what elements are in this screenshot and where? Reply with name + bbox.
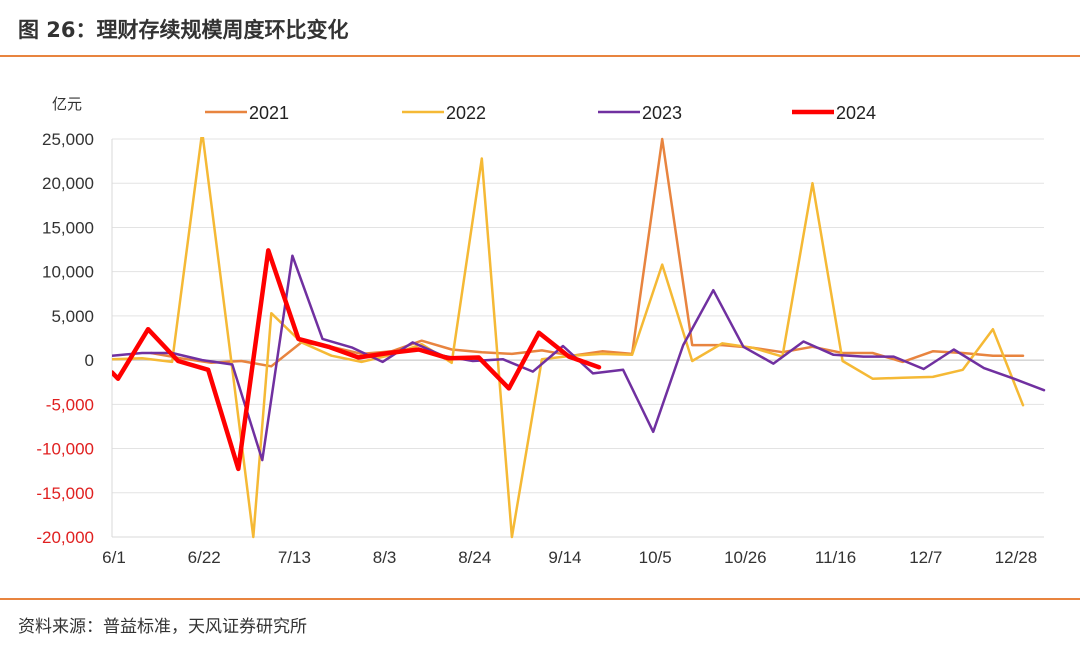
source-note: 资料来源：普益标准，天风证券研究所 — [18, 617, 307, 637]
x-tick-label: 8/24 — [458, 548, 491, 567]
title-divider — [0, 55, 1080, 57]
y-tick-label: -15,000 — [36, 484, 94, 503]
y-tick-label: -10,000 — [36, 440, 94, 459]
y-tick-label: 15,000 — [42, 218, 94, 237]
x-tick-label: 12/7 — [909, 548, 942, 567]
y-axis-ticks: 25,000 20,000 15,000 10,000 5,000 0 -5,000 -10,… — [36, 130, 94, 547]
y-tick-label: 5,000 — [51, 307, 94, 326]
legend-label-2022: 2022 — [446, 103, 486, 123]
y-tick-label: 20,000 — [42, 174, 94, 193]
x-tick-label: 7/13 — [278, 548, 311, 567]
x-tick-label: 10/5 — [639, 548, 672, 567]
x-tick-label: 11/16 — [815, 548, 856, 567]
x-tick-label: 9/14 — [548, 548, 581, 567]
weekly-change-line-chart: 亿元 25,000 20,000 15,000 10,000 5,000 0 -5,000 -… — [36, 95, 1046, 567]
y-tick-label: 10,000 — [42, 263, 94, 282]
series-line-2021 — [149, 137, 1025, 368]
legend: 2021 2022 2023 2024 — [205, 103, 876, 123]
x-tick-label: 8/3 — [373, 548, 397, 567]
x-tick-label: 10/26 — [724, 548, 767, 567]
y-tick-label: 25,000 — [42, 130, 94, 149]
source-divider — [0, 598, 1080, 600]
series-line-2022 — [112, 137, 1025, 539]
x-tick-label: 6/22 — [188, 548, 221, 567]
y-tick-label: 0 — [85, 351, 94, 370]
legend-label-2023: 2023 — [642, 103, 682, 123]
x-axis-ticks: 6/1 6/22 7/13 8/3 8/24 9/14 10/5 10/26 11/16 12/7… — [102, 548, 1037, 567]
series-line-2024 — [112, 248, 602, 472]
y-tick-label: -5,000 — [46, 395, 94, 414]
figure-title: 图 26：理财存续规模周度环比变化 — [18, 18, 349, 42]
series-lines — [112, 137, 1046, 539]
y-tick-label: -20,000 — [36, 528, 94, 547]
legend-label-2021: 2021 — [249, 103, 289, 123]
x-tick-label: 12/28 — [995, 548, 1038, 567]
legend-label-2024: 2024 — [836, 103, 876, 123]
y-unit-label: 亿元 — [52, 95, 82, 113]
grid-lines — [111, 138, 1044, 538]
x-tick-label: 6/1 — [102, 548, 126, 567]
